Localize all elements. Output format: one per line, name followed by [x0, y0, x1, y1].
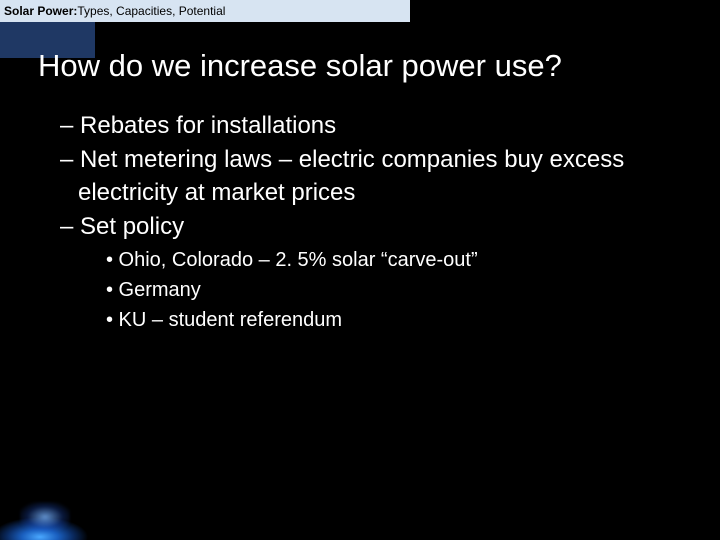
bullet-level1: – Net metering laws – electric companies…	[60, 144, 660, 209]
bullet-level2: • KU – student referendum	[100, 306, 640, 334]
header-bar: Solar Power: Types, Capacities, Potentia…	[0, 0, 410, 22]
header-strong: Solar Power:	[4, 4, 77, 18]
slide-content: – Rebates for installations – Net meteri…	[60, 110, 660, 336]
bullet-level1: – Rebates for installations	[60, 110, 660, 142]
bullet-level1: – Set policy	[60, 211, 660, 243]
bullet-level2: • Germany	[100, 276, 640, 304]
footer-solar-image	[0, 495, 195, 540]
header-rest: Types, Capacities, Potential	[77, 4, 225, 18]
bullet-level2: • Ohio, Colorado – 2. 5% solar “carve-ou…	[100, 246, 640, 274]
slide-title: How do we increase solar power use?	[38, 48, 562, 84]
solar-flare-icon	[20, 502, 70, 532]
